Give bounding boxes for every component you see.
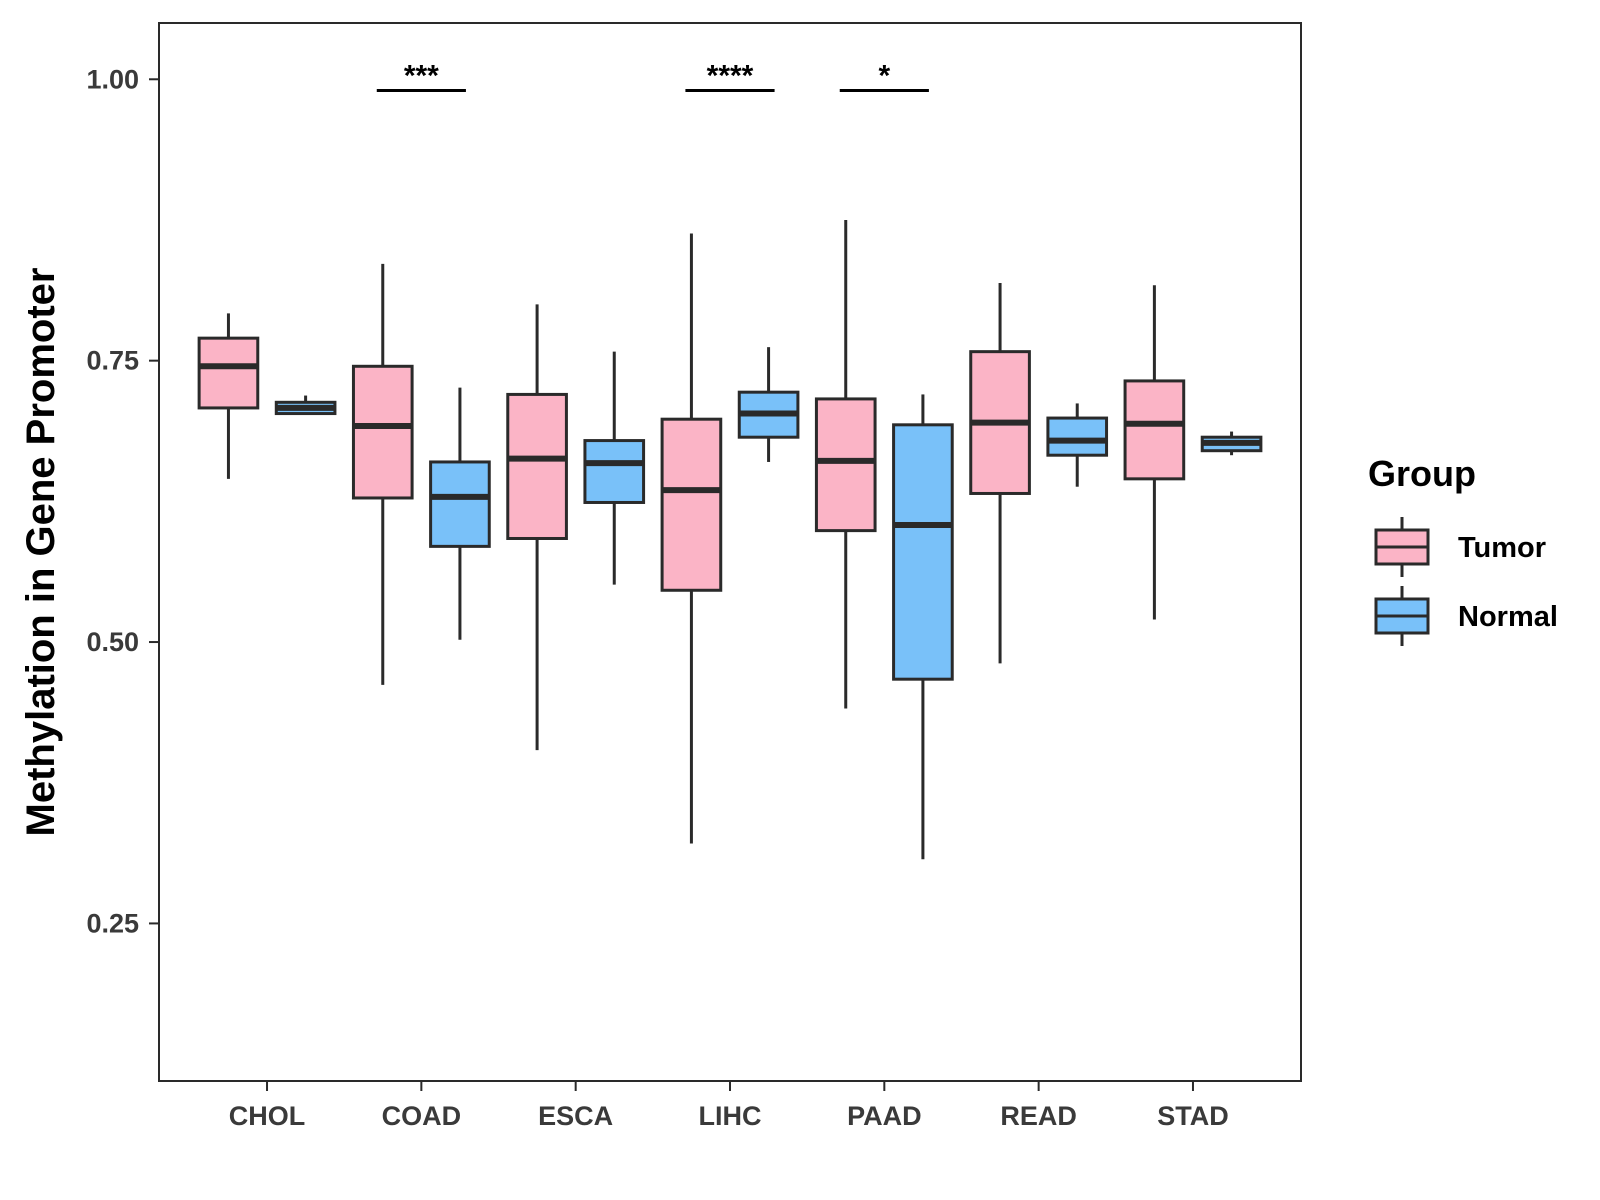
tumor-box-lihc (660, 233, 723, 844)
normal-box-read (1046, 403, 1109, 487)
normal-box-chol (274, 395, 337, 416)
significance-label: **** (707, 60, 754, 93)
significance-annotations: *** **** * (376, 60, 929, 93)
x-tick-label: PAAD (847, 1101, 922, 1131)
legend: Group Tumor Normal (1368, 453, 1558, 646)
normal-box-stad (1200, 431, 1263, 456)
tumor-box-coad (351, 263, 414, 685)
plot-panel (158, 22, 1302, 1082)
interquartile-box (351, 364, 414, 500)
normal-box-lihc (737, 347, 800, 462)
y-axis: 0.25 0.50 0.75 1.00 (86, 64, 159, 938)
significance-coad: *** (376, 60, 466, 93)
x-axis: CHOL COAD ESCA LIHC PAAD READ STAD (229, 1081, 1229, 1131)
interquartile-box (1046, 416, 1109, 457)
normal-box-esca (583, 351, 646, 585)
tumor-box-stad (1123, 285, 1186, 620)
legend-label-normal: Normal (1458, 601, 1558, 633)
legend-label-tumor: Tumor (1458, 532, 1546, 564)
legend-item-tumor: Tumor (1374, 517, 1546, 577)
x-tick-label: ESCA (538, 1101, 613, 1131)
interquartile-box (197, 336, 260, 410)
interquartile-box (814, 397, 877, 533)
y-axis-title: Methylation in Gene Promoter (19, 268, 63, 837)
x-tick-label: COAD (382, 1101, 462, 1131)
y-tick-label: 0.50 (86, 627, 139, 657)
y-tick-label: 1.00 (86, 64, 139, 94)
interquartile-box (892, 423, 954, 681)
tumor-box-paad (814, 219, 877, 709)
interquartile-box (429, 460, 491, 548)
significance-paad: * (839, 60, 929, 93)
tumor-box-esca (506, 304, 568, 751)
interquartile-box (506, 392, 568, 540)
y-tick-label: 0.25 (86, 908, 139, 938)
x-tick-label: READ (1000, 1101, 1077, 1131)
x-tick-label: LIHC (699, 1101, 762, 1131)
tumor-box-chol (197, 313, 260, 479)
interquartile-box (660, 417, 723, 592)
legend-item-normal: Normal (1374, 586, 1558, 646)
x-tick-label: STAD (1157, 1101, 1229, 1131)
legend-title: Group (1368, 453, 1476, 494)
significance-label: * (878, 60, 890, 93)
tumor-box-read (969, 282, 1031, 664)
normal-box-paad (892, 394, 954, 860)
significance-lihc: **** (685, 60, 775, 93)
significance-label: *** (404, 60, 439, 93)
x-tick-label: CHOL (229, 1101, 306, 1131)
box-series (197, 219, 1263, 860)
normal-box-coad (429, 387, 491, 640)
y-tick-label: 0.75 (86, 346, 139, 376)
interquartile-box (583, 439, 646, 504)
interquartile-box (1123, 379, 1186, 481)
